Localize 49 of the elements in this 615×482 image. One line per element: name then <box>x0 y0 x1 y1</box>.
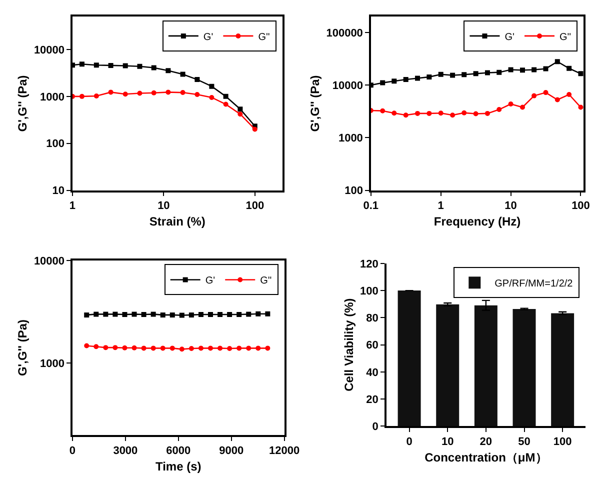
x-tick-label: 9000 <box>219 444 244 457</box>
x-tick-label: 10 <box>441 436 454 448</box>
y-tick-label: 100 <box>344 185 363 198</box>
legend-label: G'' <box>260 276 272 287</box>
y-axis-title: G',G'' (Pa) <box>16 319 30 376</box>
y-tick-label: 10 <box>52 185 65 198</box>
y-tick-label: 100 <box>46 138 65 150</box>
x-tick-label: 100 <box>572 200 590 212</box>
x-tick-label: 1 <box>438 200 444 212</box>
legend-label: G' <box>504 32 514 43</box>
legend-label: G'' <box>258 32 270 43</box>
x-tick-label: 0.1 <box>363 200 379 212</box>
x-tick-label: 100 <box>246 200 264 212</box>
x-axis-title: Strain (%) <box>149 214 206 229</box>
x-tick-label: 6000 <box>166 444 191 457</box>
y-tick-label: 20 <box>366 394 378 406</box>
x-tick-label: 12000 <box>268 444 300 457</box>
x-tick-label: 1 <box>69 200 76 212</box>
y-tick-label: 100000 <box>326 27 363 40</box>
y-tick-label: 60 <box>366 340 378 352</box>
y-tick-label: 0 <box>372 421 378 434</box>
y-axis-title: G',G'' (Pa) <box>16 75 30 132</box>
y-tick-label: 100 <box>360 285 378 298</box>
x-tick-label: 10 <box>158 200 170 212</box>
x-tick-label: 20 <box>480 436 492 448</box>
x-axis-title: Concentration（μM） <box>424 450 548 465</box>
y-tick-label: 1000 <box>40 358 65 370</box>
legend-label: GP/RF/MM=1/2/2 <box>494 278 574 290</box>
y-tick-label: 1000 <box>40 91 65 104</box>
y-axis-title: Cell Viability (%) <box>342 298 356 392</box>
y-tick-label: 120 <box>360 258 378 270</box>
x-tick-label: 10 <box>504 200 517 212</box>
x-axis-title: Time (s) <box>155 459 202 474</box>
legend-label: G' <box>205 276 216 287</box>
y-tick-label: 80 <box>366 312 378 325</box>
x-axis-title: Frequency (Hz) <box>434 214 521 229</box>
y-axis-title: G',G'' (Pa) <box>308 75 322 132</box>
x-tick-label: 100 <box>553 436 572 448</box>
y-tick-label: 10000 <box>332 80 363 92</box>
legend-label: G' <box>203 32 214 43</box>
y-tick-label: 1000 <box>338 132 363 145</box>
x-tick-label: 0 <box>69 444 76 457</box>
x-tick-label: 0 <box>406 436 412 448</box>
y-tick-label: 10000 <box>34 255 65 268</box>
x-tick-label: 3000 <box>113 444 138 457</box>
y-tick-label: 10000 <box>34 44 65 56</box>
x-tick-label: 50 <box>518 436 530 448</box>
legend-label: G'' <box>559 32 572 43</box>
y-tick-label: 40 <box>366 366 378 379</box>
